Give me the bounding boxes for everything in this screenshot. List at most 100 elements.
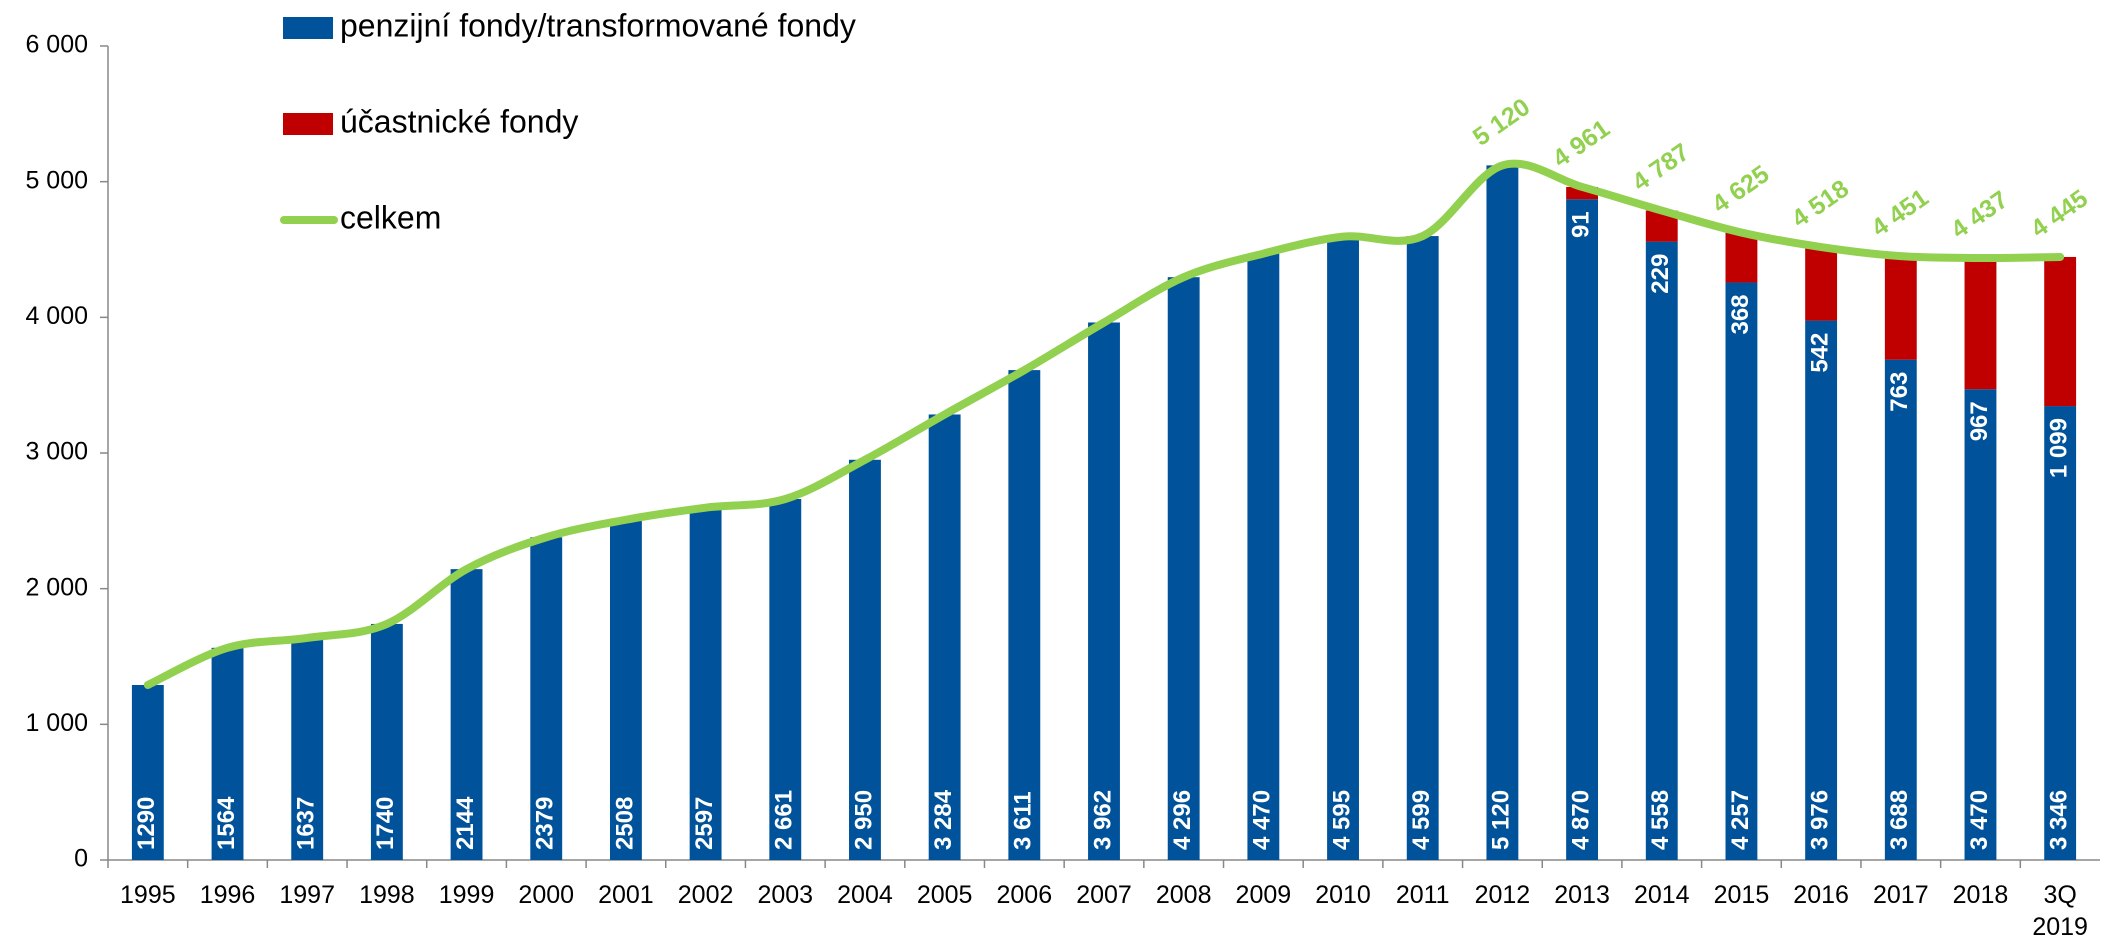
data-label: 4 870 [1567, 790, 1594, 850]
total-label: 4 437 [1946, 185, 2013, 244]
x-tick-label: 2006 [997, 881, 1053, 909]
x-tick-label: 2003 [757, 881, 813, 909]
data-label: 368 [1727, 294, 1754, 334]
data-label: 3 470 [1966, 790, 1993, 850]
bar [131, 684, 164, 860]
data-label: 4 257 [1727, 790, 1754, 850]
bar [1725, 232, 1758, 283]
data-label: 2 950 [850, 790, 877, 850]
data-label: 4 296 [1169, 790, 1196, 850]
bar [1645, 241, 1678, 860]
y-tick-label: 3 000 [25, 438, 88, 466]
x-tick-label: 2018 [1953, 881, 2009, 909]
x-tick-label: 2004 [837, 881, 893, 909]
bar [1805, 247, 1838, 321]
total-label: 4 961 [1548, 114, 1615, 173]
data-label: 2 661 [771, 790, 798, 850]
bar [2044, 406, 2077, 860]
total-label: 4 625 [1707, 160, 1774, 219]
y-tick-label: 4 000 [25, 302, 88, 330]
y-tick-label: 1 000 [25, 709, 88, 737]
total-label: 4 518 [1787, 174, 1854, 233]
data-label: 2597 [691, 797, 718, 850]
total-label: 4 445 [2026, 184, 2093, 243]
x-tick-label: 2014 [1634, 881, 1690, 909]
data-label: 91 [1567, 211, 1594, 238]
bar [530, 537, 563, 860]
data-label: 542 [1806, 333, 1833, 373]
y-tick-label: 5 000 [25, 166, 88, 194]
data-label: 763 [1886, 372, 1913, 412]
data-label: 4 558 [1647, 790, 1674, 850]
x-tick-label: 2016 [1793, 881, 1849, 909]
x-tick-label: 3Q 2019 [2032, 881, 2088, 941]
data-label: 5 120 [1488, 790, 1515, 850]
legend-label: účastnické fondy [340, 103, 578, 139]
bar [1486, 165, 1519, 861]
data-label: 2379 [532, 797, 559, 850]
data-label: 4 599 [1408, 790, 1435, 850]
data-label: 967 [1966, 401, 1993, 441]
x-tick-label: 1998 [359, 881, 415, 909]
bar [291, 637, 324, 860]
data-label: 1740 [372, 797, 399, 850]
data-label: 1564 [213, 796, 240, 850]
bar [769, 498, 802, 860]
total-label: 4 787 [1627, 138, 1694, 197]
x-tick-label: 2008 [1156, 881, 1212, 909]
bar [1884, 256, 1917, 360]
data-label: 4 470 [1249, 790, 1276, 850]
y-tick-label: 6 000 [25, 31, 88, 59]
bar [370, 623, 403, 860]
bar [1884, 359, 1917, 860]
legend-swatch [283, 17, 333, 39]
x-tick-label: 2009 [1236, 881, 1292, 909]
bar [1088, 322, 1120, 861]
bar [1805, 320, 1838, 860]
bar [1964, 389, 1997, 860]
bar [689, 507, 722, 860]
x-tick-label: 2001 [598, 881, 654, 909]
bar [609, 519, 642, 860]
x-tick-label: 1996 [200, 881, 256, 909]
x-tick-label: 2015 [1714, 881, 1770, 909]
legend-label: celkem [340, 199, 441, 235]
y-tick-label: 2 000 [25, 573, 88, 601]
x-tick-label: 1999 [439, 881, 495, 909]
x-tick-label: 2000 [518, 881, 574, 909]
x-tick-label: 2010 [1315, 881, 1371, 909]
data-label: 3 976 [1806, 790, 1833, 850]
data-label: 4 595 [1328, 790, 1355, 850]
data-label: 3 962 [1089, 790, 1116, 850]
x-tick-label: 2011 [1396, 881, 1450, 909]
x-tick-label: 1997 [279, 881, 335, 909]
bar [1008, 370, 1041, 860]
x-tick-label: 2005 [917, 881, 973, 909]
bar [1327, 236, 1359, 860]
x-tick-label: 1995 [120, 881, 176, 909]
legend-swatch [283, 113, 333, 135]
x-tick-label: 2012 [1475, 881, 1531, 909]
x-tick-label: 2017 [1873, 881, 1929, 909]
bar [450, 569, 483, 860]
total-label: 5 120 [1468, 93, 1535, 152]
bar [1566, 199, 1599, 860]
x-tick-label: 2013 [1554, 881, 1610, 909]
bar [928, 414, 961, 860]
data-label: 2144 [452, 796, 479, 850]
bar [1247, 253, 1280, 860]
bar [2044, 256, 2077, 407]
legend-label: penzijní fondy/transformované fondy [340, 7, 856, 43]
y-tick-label: 0 [74, 845, 88, 873]
data-label: 3 688 [1886, 790, 1913, 850]
data-label: 1290 [133, 797, 160, 850]
x-tick-label: 2007 [1076, 881, 1132, 909]
total-label: 4 451 [1866, 184, 1933, 243]
bar [211, 647, 244, 860]
data-label: 3 284 [930, 789, 957, 850]
bar [1725, 282, 1758, 860]
bar [849, 459, 881, 860]
bar [1964, 258, 1997, 390]
data-label: 3 346 [2046, 790, 2073, 850]
